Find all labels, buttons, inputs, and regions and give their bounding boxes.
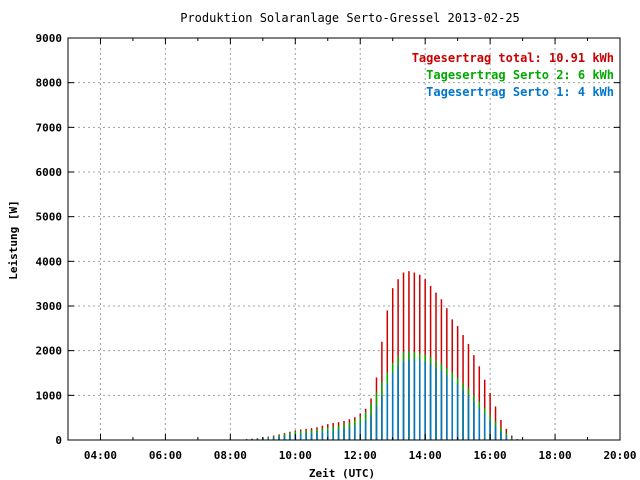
legend-entry: Tagesertrag Serto 2: 6 kWh: [426, 68, 614, 82]
serto1-bar: [419, 360, 421, 440]
legend-entry: Tagesertrag Serto 1: 4 kWh: [426, 85, 614, 99]
serto1-bar: [402, 361, 405, 440]
serto1-bar: [483, 414, 486, 440]
serto1-bar: [494, 426, 497, 440]
serto1-bar: [456, 384, 459, 440]
y-tick-label: 1000: [36, 389, 63, 402]
x-tick-label: 04:00: [84, 449, 117, 462]
serto1-bar: [489, 420, 491, 440]
x-tick-label: 06:00: [149, 449, 182, 462]
serto1-bar: [478, 407, 481, 440]
x-tick-label: 14:00: [409, 449, 442, 462]
y-tick-label: 5000: [36, 211, 63, 224]
y-tick-label: 4000: [36, 255, 63, 268]
serto1-bar: [348, 427, 351, 440]
serto1-bar: [267, 438, 269, 440]
serto1-bar: [391, 373, 394, 440]
serto1-bar: [327, 431, 329, 440]
serto1-bar: [272, 437, 275, 440]
serto1-bar: [283, 435, 286, 440]
serto1-bar: [354, 426, 356, 440]
serto1-bar: [408, 359, 410, 440]
x-tick-label: 10:00: [279, 449, 312, 462]
serto1-bar: [364, 420, 367, 440]
serto1-bar: [473, 401, 475, 440]
x-tick-label: 12:00: [344, 449, 377, 462]
legend: Tagesertrag total: 10.91 kWh Tagesertrag …: [412, 51, 614, 99]
serto1-bar: [446, 375, 448, 440]
y-axis-label: Leistung [W]: [7, 200, 20, 279]
serto1-bar: [467, 395, 470, 440]
serto1-bar: [500, 431, 502, 440]
serto1-bar: [310, 433, 313, 440]
serto1-bar: [429, 364, 432, 440]
x-tick-label: 16:00: [474, 449, 507, 462]
legend-entry: Tagesertrag total: 10.91 kWh: [412, 51, 614, 65]
serto1-bar: [505, 435, 508, 440]
x-tick-label: 18:00: [538, 449, 571, 462]
x-axis-label: Zeit (UTC): [309, 467, 375, 480]
plot-area-frame: [67, 37, 621, 441]
y-tick-label: 6000: [36, 166, 63, 179]
serto1-bar: [381, 395, 383, 440]
y-tick-label: 3000: [36, 300, 63, 313]
serto1-bar: [375, 406, 378, 440]
y-tick-label: 0: [55, 434, 62, 447]
chart-title: Produktion Solaranlage Serto-Gressel 201…: [180, 11, 520, 25]
serto1-bar: [305, 433, 307, 440]
serto1-bar: [337, 429, 340, 440]
serto1-bar: [321, 431, 324, 440]
x-tick-label: 20:00: [603, 449, 636, 462]
serto1-bar: [359, 423, 361, 440]
serto1-bar: [451, 379, 453, 440]
y-tick-label: 7000: [36, 121, 63, 134]
serto1-bar: [397, 366, 399, 440]
serto1-bar: [413, 359, 416, 440]
grid-lines: [68, 38, 620, 440]
serto1-bar: [435, 367, 437, 440]
serto1-bar: [370, 414, 372, 440]
y-tick-label: 9000: [36, 32, 63, 45]
y-tick-label: 2000: [36, 345, 63, 358]
serto1-bar: [278, 436, 280, 440]
serto1-bar: [424, 361, 426, 440]
serto1-bar: [386, 384, 389, 440]
serto1-bar: [440, 370, 443, 440]
serto1-bar: [511, 438, 513, 440]
serto1-bar: [299, 433, 302, 440]
serto1-bar: [343, 428, 345, 440]
serto1-bar: [289, 435, 291, 440]
y-tick-label: 8000: [36, 77, 63, 90]
serto1-bar: [316, 432, 318, 440]
axis-ticks: 0 1000 2000 3000 4000 5000 6000 7000 8000 9000 04:…: [36, 32, 637, 462]
x-tick-label: 08:00: [214, 449, 247, 462]
serto1-bar: [462, 389, 464, 440]
serto1-bar: [332, 430, 334, 440]
